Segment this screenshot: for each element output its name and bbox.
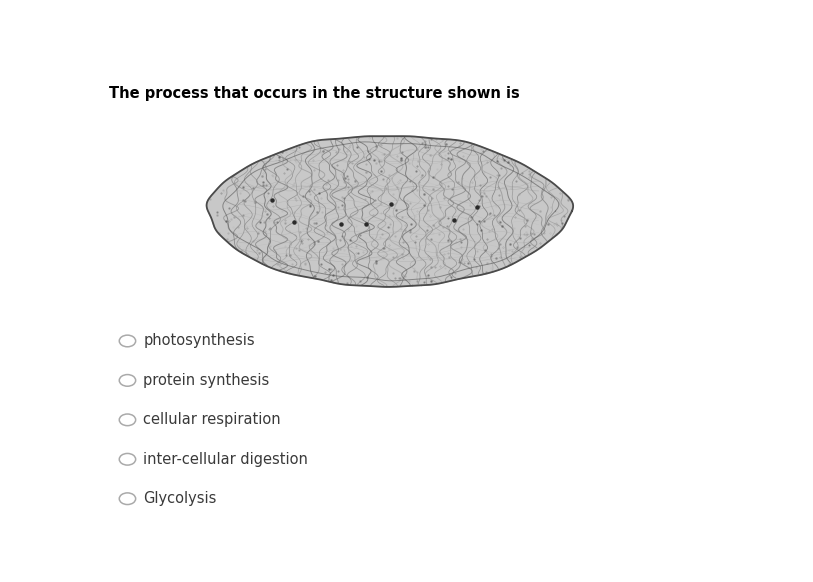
Text: Glycolysis: Glycolysis	[143, 491, 216, 506]
Text: cellular respiration: cellular respiration	[143, 412, 280, 427]
Text: protein synthesis: protein synthesis	[143, 373, 269, 388]
Text: inter-cellular digestion: inter-cellular digestion	[143, 452, 308, 467]
Text: The process that occurs in the structure shown is: The process that occurs in the structure…	[109, 86, 520, 101]
Text: photosynthesis: photosynthesis	[143, 333, 254, 349]
Polygon shape	[207, 136, 573, 287]
